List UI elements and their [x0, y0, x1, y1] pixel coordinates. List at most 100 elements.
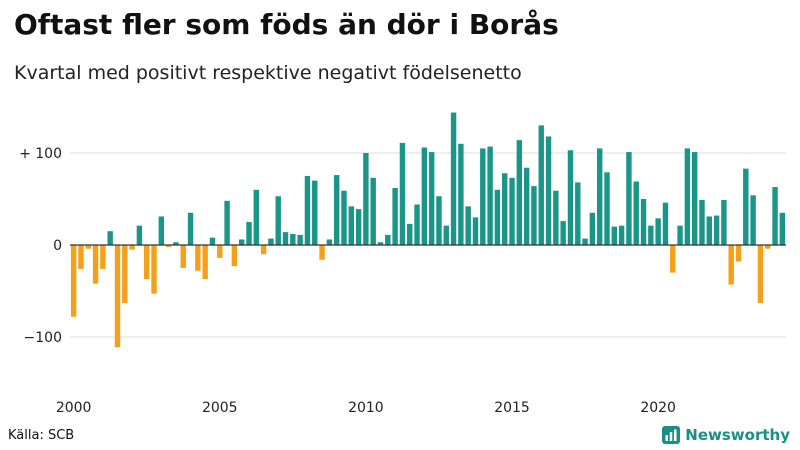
bar: [326, 239, 333, 245]
bar: [187, 212, 194, 245]
bar: [721, 199, 727, 245]
bar: [333, 175, 340, 245]
bar: [757, 245, 764, 303]
bar: [772, 187, 778, 245]
bar: [735, 245, 742, 262]
bar: [290, 233, 296, 245]
bar: [144, 245, 150, 280]
bar: [114, 245, 121, 348]
x-tick-label: 2010: [348, 400, 384, 416]
bar: [589, 212, 596, 245]
bar: [341, 190, 347, 245]
bar: [407, 223, 413, 245]
bar: [465, 206, 471, 245]
bar: [70, 245, 77, 317]
bar: [238, 239, 245, 245]
bar: [750, 195, 756, 245]
bar: [670, 245, 676, 273]
bar: [640, 199, 647, 245]
brand-name: Newsworthy: [685, 426, 790, 444]
bar: [195, 245, 201, 271]
bar: [92, 245, 99, 284]
y-tick-label: −100: [24, 330, 62, 346]
bar: [538, 125, 544, 245]
bar: [531, 186, 537, 245]
bar: [626, 152, 632, 245]
bar: [779, 212, 786, 245]
bar: [765, 245, 771, 249]
bar: [297, 234, 303, 245]
bar: [494, 189, 501, 245]
brand-logo: Newsworthy: [662, 426, 790, 444]
bar: [743, 168, 749, 245]
bar: [217, 245, 223, 258]
bar: [691, 152, 698, 245]
bar: [202, 245, 208, 280]
bar: [312, 180, 318, 245]
x-tick-label: 2005: [202, 400, 238, 416]
bar: [392, 187, 398, 245]
bar: [231, 245, 238, 267]
bar: [567, 150, 574, 245]
bar: [480, 148, 486, 245]
bar: [648, 225, 654, 245]
bar: [85, 245, 91, 249]
bar: [662, 202, 669, 245]
bar: [596, 148, 603, 245]
bar: [472, 217, 479, 245]
bar: [421, 147, 428, 245]
bar: [450, 112, 457, 246]
bar: [560, 221, 566, 245]
y-tick-label: + 100: [19, 146, 62, 162]
bar: [706, 216, 712, 245]
bar: [78, 245, 84, 269]
newsworthy-logo-icon: [662, 426, 681, 444]
bar: [180, 245, 186, 268]
bar: [655, 218, 661, 245]
bar: [319, 245, 325, 260]
bar: [611, 226, 618, 245]
bar: [363, 153, 369, 245]
chart-title: Oftast fler som föds än dör i Borås: [14, 8, 559, 41]
bar: [575, 182, 581, 245]
bar: [275, 196, 281, 245]
bar: [728, 245, 734, 285]
x-tick-label: 2015: [494, 400, 530, 416]
bar: [304, 176, 311, 245]
bar: [699, 199, 705, 245]
bar: [370, 177, 376, 245]
bar: [122, 245, 128, 303]
bar: [377, 242, 384, 245]
bar: [107, 231, 113, 245]
bar: [458, 143, 464, 245]
bar: [633, 181, 639, 245]
bar: [509, 177, 515, 245]
bar: [443, 225, 449, 245]
x-tick-label: 2020: [640, 400, 676, 416]
y-tick-label: 0: [53, 238, 62, 254]
bar: [173, 242, 179, 245]
bar: [151, 245, 157, 294]
chart-subtitle: Kvartal med positivt respektive negativt…: [14, 62, 522, 84]
bar: [713, 215, 720, 245]
bar: [158, 216, 165, 245]
bar: [502, 173, 508, 245]
source-note: Källa: SCB: [8, 428, 75, 443]
bar: [209, 237, 216, 245]
bar: [523, 167, 530, 245]
bar: [129, 245, 135, 250]
bar: [545, 136, 552, 245]
bar: [282, 232, 289, 245]
bar: [399, 142, 406, 245]
bar-chart: + 100 0 −100 2000 2005 2010 2015 2020: [19, 112, 786, 416]
bar: [684, 148, 691, 245]
bar: [604, 172, 610, 245]
bar: [414, 204, 420, 245]
bar: [136, 225, 143, 245]
bar: [385, 234, 391, 245]
x-tick-label: 2000: [56, 400, 92, 416]
bar: [253, 189, 260, 245]
bar: [246, 222, 252, 245]
bar: [260, 245, 267, 255]
bar: [582, 238, 588, 245]
